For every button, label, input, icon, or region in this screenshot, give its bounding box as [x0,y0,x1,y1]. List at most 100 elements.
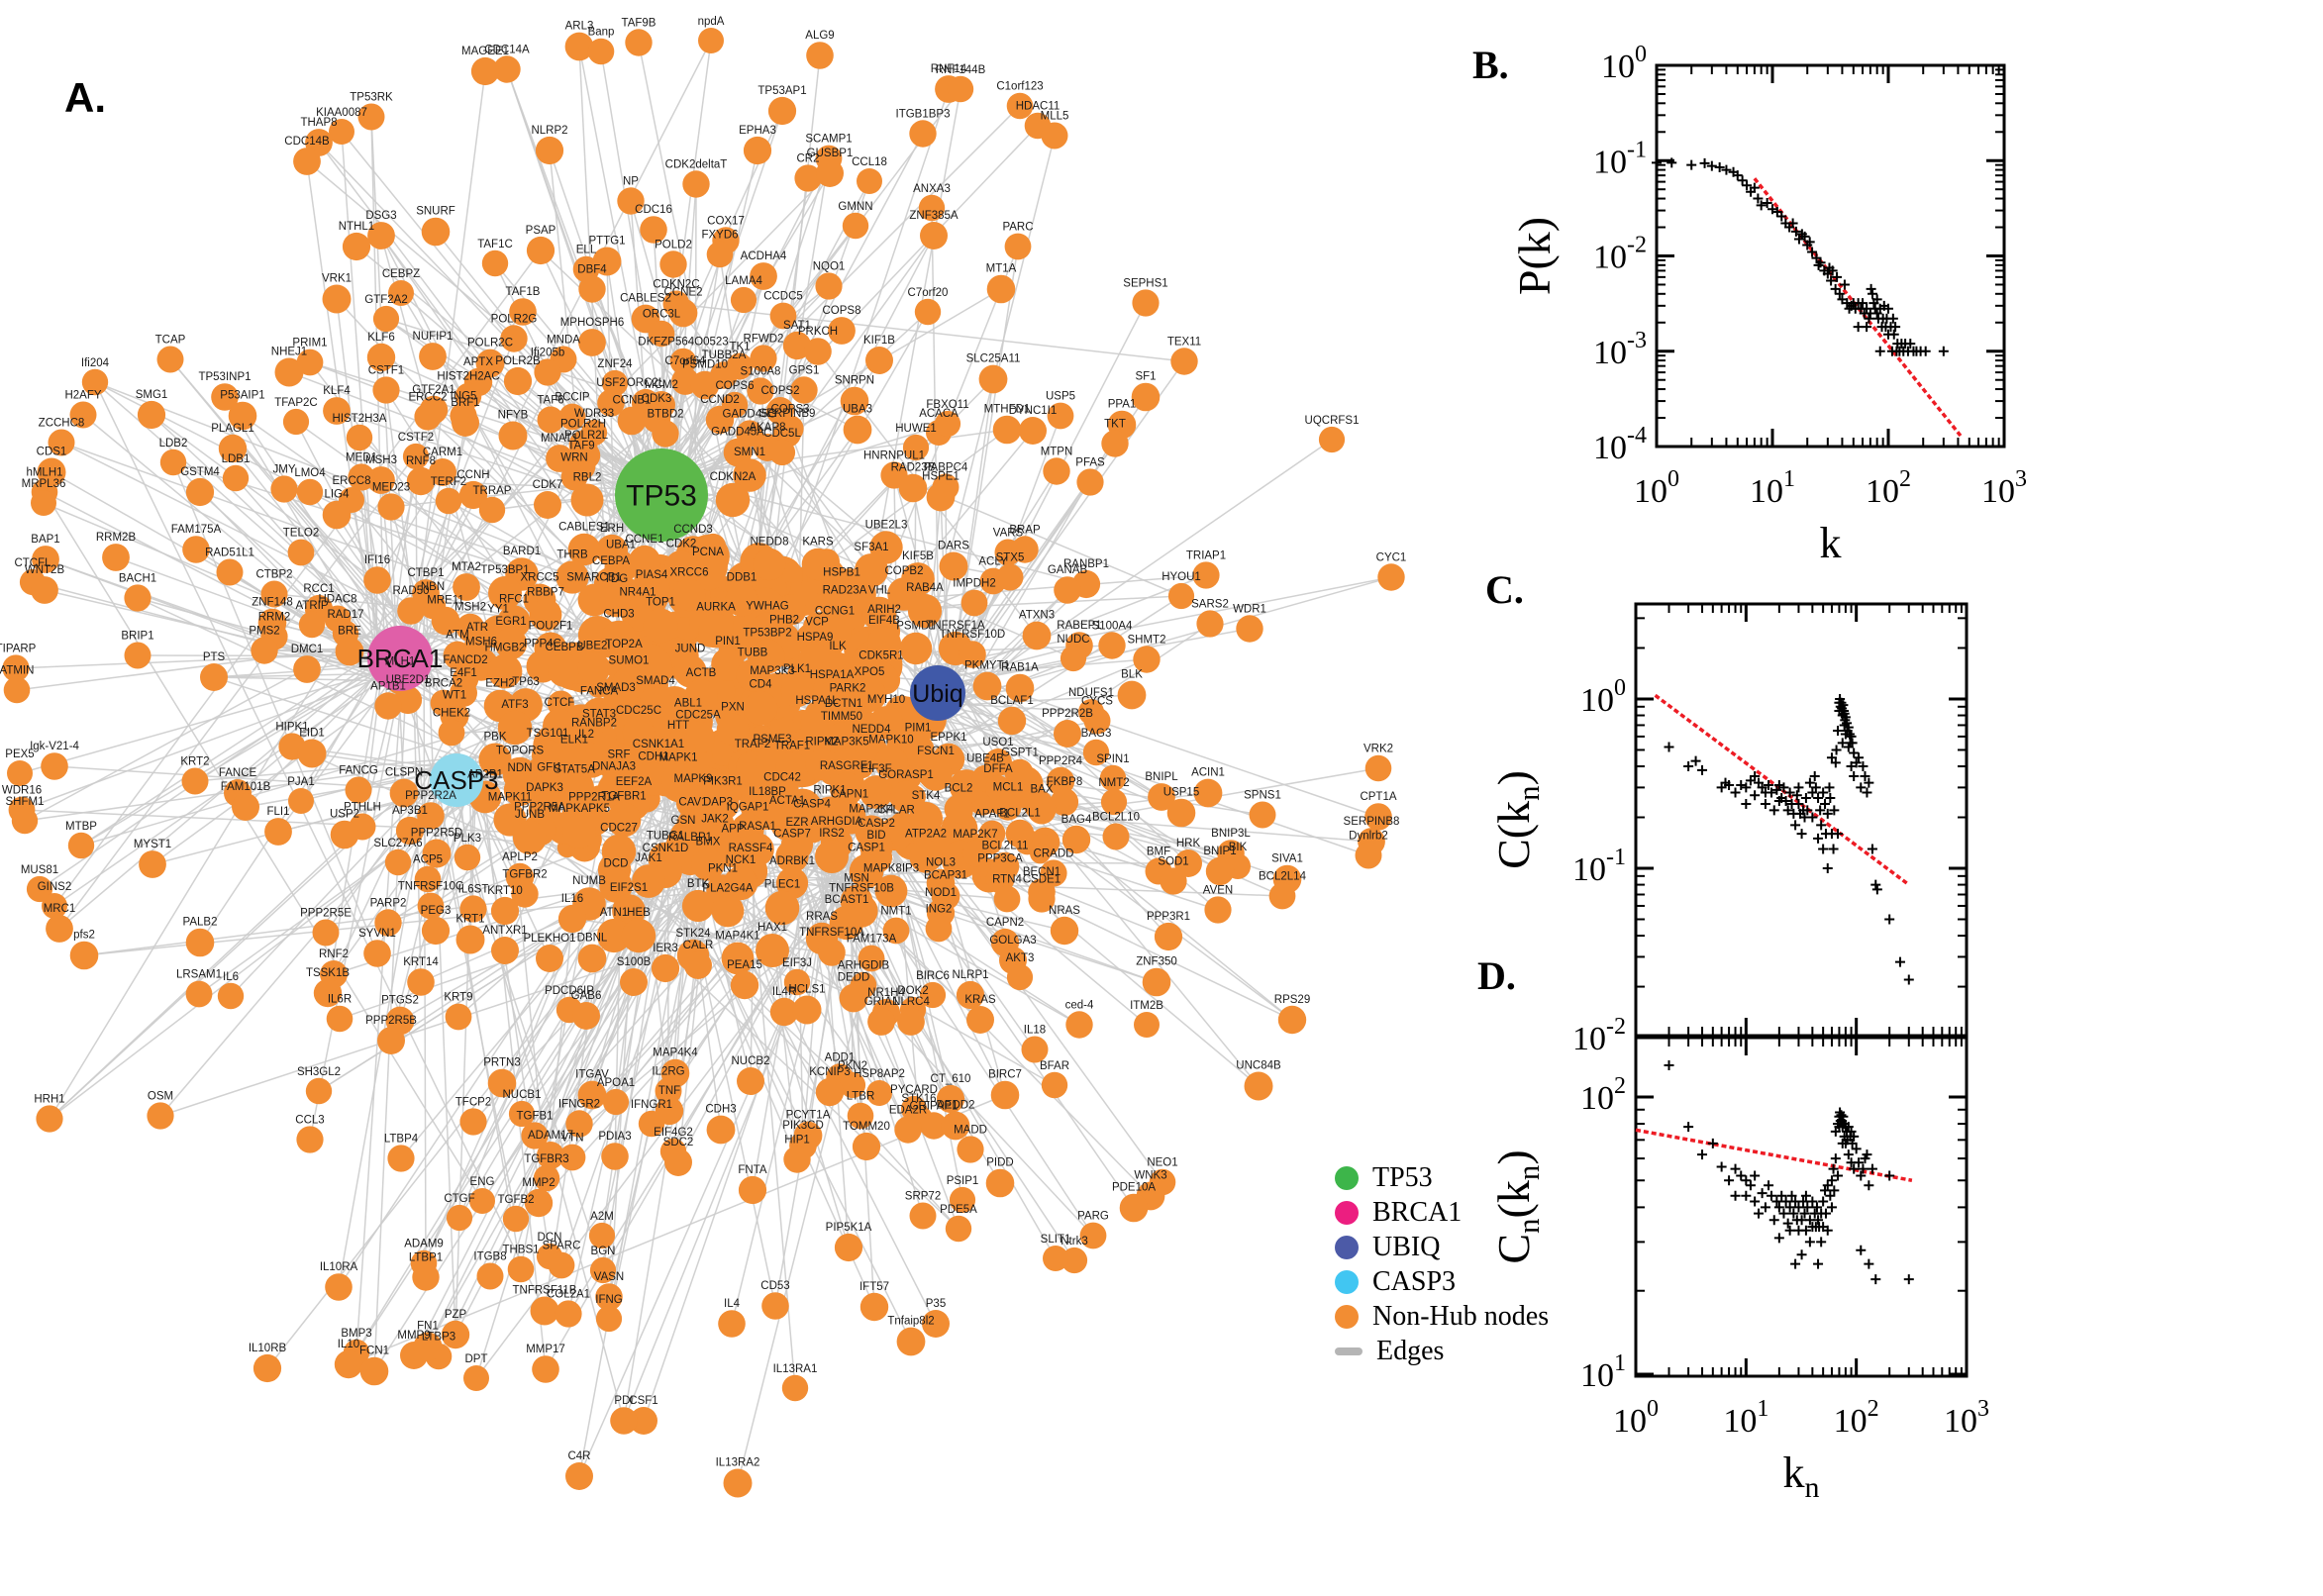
data-point [1730,787,1741,798]
network-node-label: NOD1 [925,887,957,899]
network-node-label: Banp [588,27,615,39]
network-node-label: BMX [696,836,721,848]
network-node-label: UBA1 [606,539,636,550]
network-node [684,951,712,979]
network-node-label: NBN [421,581,445,593]
network-node-label: PTS [203,651,226,663]
network-node-label: GANAB [1048,564,1088,576]
data-point [1866,283,1876,294]
network-node-label: PPP2R2A [405,790,456,802]
network-edge [915,576,1392,671]
data-point [1818,844,1829,854]
network-node [1204,896,1232,924]
network-node [322,284,352,314]
network-node-label: SOD1 [1158,855,1188,867]
network-node-label: ADAM9 [404,1239,444,1250]
network-node [296,478,324,506]
network-node-label: MAPK10 [868,734,913,746]
network-node [463,1365,489,1391]
panel-a-label: A. [64,74,106,121]
network-node-label: VTN [561,1133,584,1145]
data-point [1820,1185,1831,1196]
network-node-label: NUCB1 [503,1089,542,1101]
network-node-label: GAB6 [571,990,602,1002]
network-node-label: NEDD8 [751,537,789,549]
network-node [936,1084,965,1114]
network-node-label: DARS [938,541,969,552]
network-node-label: SMN1 [734,447,765,458]
network-node [956,980,985,1010]
network-node-label: C7orf64 [665,355,707,367]
network-node-label: CCNB1 [613,395,652,407]
network-node-label: ORC2L [627,377,665,389]
data-point [1809,770,1820,781]
data-point [1849,770,1860,781]
network-node-label: ENG [470,1176,495,1188]
network-node-label: VARS [993,528,1024,540]
network-node-label: ARHGDIB [838,960,890,972]
data-point [1741,1190,1752,1201]
y-tick-label: 100 [1601,42,1647,85]
legend-item-tp53: TP53 [1335,1162,1549,1193]
network-node-label: DCD [604,857,629,869]
network-node-label: RIPK2 [805,737,838,748]
data-point [1766,787,1776,798]
network-node [558,403,586,431]
network-node [767,96,797,126]
network-node-label: DAP3 [703,796,733,808]
network-node-label: CDKN2A [710,471,757,483]
network-node-label: S100B [617,956,652,968]
network-node-label: MPHOSPH6 [560,317,625,329]
network-node-label: FANCA [580,686,619,698]
network-node-label: TOMM20 [843,1121,890,1133]
network-node [668,298,698,328]
network-node [655,1077,682,1105]
network-edge [550,899,851,1156]
network-node-label: CDC42 [763,771,801,783]
network-edge [916,135,1056,684]
network-node-label: ZNF24 [597,358,633,370]
network-node [934,410,961,438]
network-node-label: BRAP [1009,524,1041,536]
network-node-label: CASP7 [773,828,811,840]
panel-d-label: D. [1477,953,1516,998]
network-node-label: NUDC [1057,634,1089,646]
network-node-label: MCM2 [645,379,678,391]
network-node [612,666,646,700]
network-node [274,357,304,387]
network-node [494,627,528,660]
network-node [637,762,670,796]
network-node-label: ITGB1BP3 [896,108,951,120]
network-node [1170,348,1198,375]
network-node [782,331,812,360]
network-node-label: AURKA [696,602,736,614]
network-node [587,38,615,65]
network-node [578,275,606,303]
network-node [159,449,187,476]
network-node-label: SNRPN [835,375,874,387]
network-node [723,1468,753,1498]
network-node-label: RANBP1 [1063,558,1109,570]
network-node-label: PJA1 [287,776,315,788]
data-point [1858,298,1868,309]
data-point [1706,160,1717,171]
network-edge [80,648,383,847]
network-node [217,982,245,1010]
network-node [325,1273,353,1301]
network-node-label: NFYB [498,410,529,422]
network-node [733,458,766,492]
network-node [1054,576,1081,604]
network-node-label: BFAR [1040,1060,1069,1072]
network-node-label: IL6R [328,994,352,1006]
network-node-label: GORASP1 [878,769,934,781]
network-node-label: NUCB2 [732,1055,770,1067]
network-node-label: HRH1 [34,1093,64,1105]
network-node-label: PPP2R2B [1042,708,1093,720]
network-node-label: EIF4B [868,615,900,627]
network-node [966,1006,994,1034]
network-node [1193,778,1223,808]
network-node [858,945,885,972]
network-node-label: EZR [786,817,809,829]
network-node-label: ACP5 [413,854,443,866]
data-point [1762,197,1772,208]
